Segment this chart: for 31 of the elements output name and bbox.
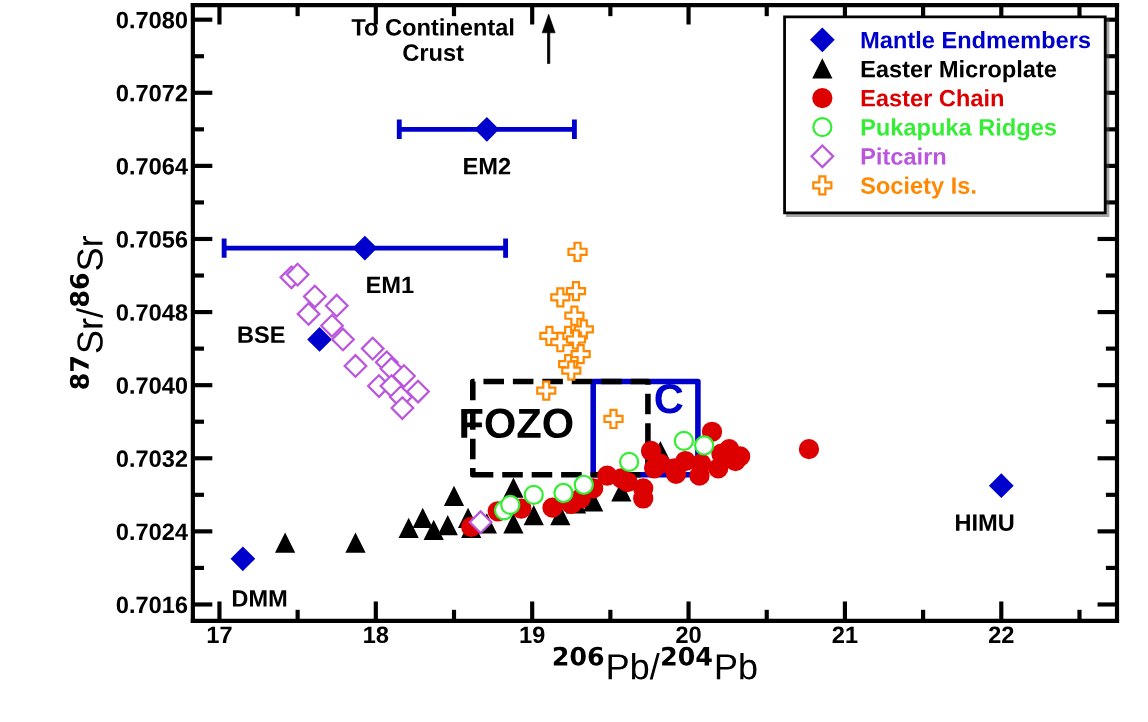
- annotation: FOZO: [461, 408, 573, 439]
- annotation: HIMU: [956, 514, 1014, 531]
- y-tick-label: 0.7056: [116, 231, 188, 248]
- legend-label: Easter Chain: [861, 89, 1003, 107]
- annotation: C: [655, 383, 683, 414]
- legend-label: Mantle Endmembers: [861, 31, 1091, 49]
- legend-label: Pukapuka Ridges: [861, 118, 1056, 141]
- y-tick-label: 0.7032: [116, 450, 188, 468]
- annotation: EM1: [367, 276, 414, 294]
- x-axis-title: $^{206}$Pb/$^{204}$Pb: [553, 646, 757, 680]
- y-tick-label: 0.7024: [116, 523, 188, 541]
- y-tick-label: 0.7064: [116, 157, 188, 175]
- y-tick-label: 0.7040: [116, 377, 188, 394]
- legend-label: Easter Microplate: [861, 60, 1057, 83]
- x-tick-label: 22: [988, 626, 1014, 643]
- y-axis-title: $^{87}$Sr/$^{86}$Sr: [69, 235, 103, 389]
- x-tick-label: 20: [676, 626, 701, 644]
- annotation: DMM: [232, 590, 287, 607]
- y-tick-label: 0.7080: [116, 11, 188, 29]
- x-tick-label: 18: [364, 626, 389, 644]
- x-tick-label: 19: [520, 626, 545, 644]
- y-tick-label: 0.7048: [116, 304, 188, 321]
- legend-label: Society Is.: [860, 176, 976, 199]
- annotation: BSE: [238, 326, 285, 344]
- x-tick-label: 21: [832, 626, 858, 643]
- annotation: To Continental Crust: [351, 18, 514, 62]
- annotation: EM2: [464, 157, 511, 175]
- y-tick-label: 0.7072: [116, 84, 188, 102]
- y-tick-label: 0.7016: [116, 596, 188, 614]
- legend-label: Pitcairn: [861, 147, 946, 165]
- x-tick-label: 17: [207, 626, 232, 643]
